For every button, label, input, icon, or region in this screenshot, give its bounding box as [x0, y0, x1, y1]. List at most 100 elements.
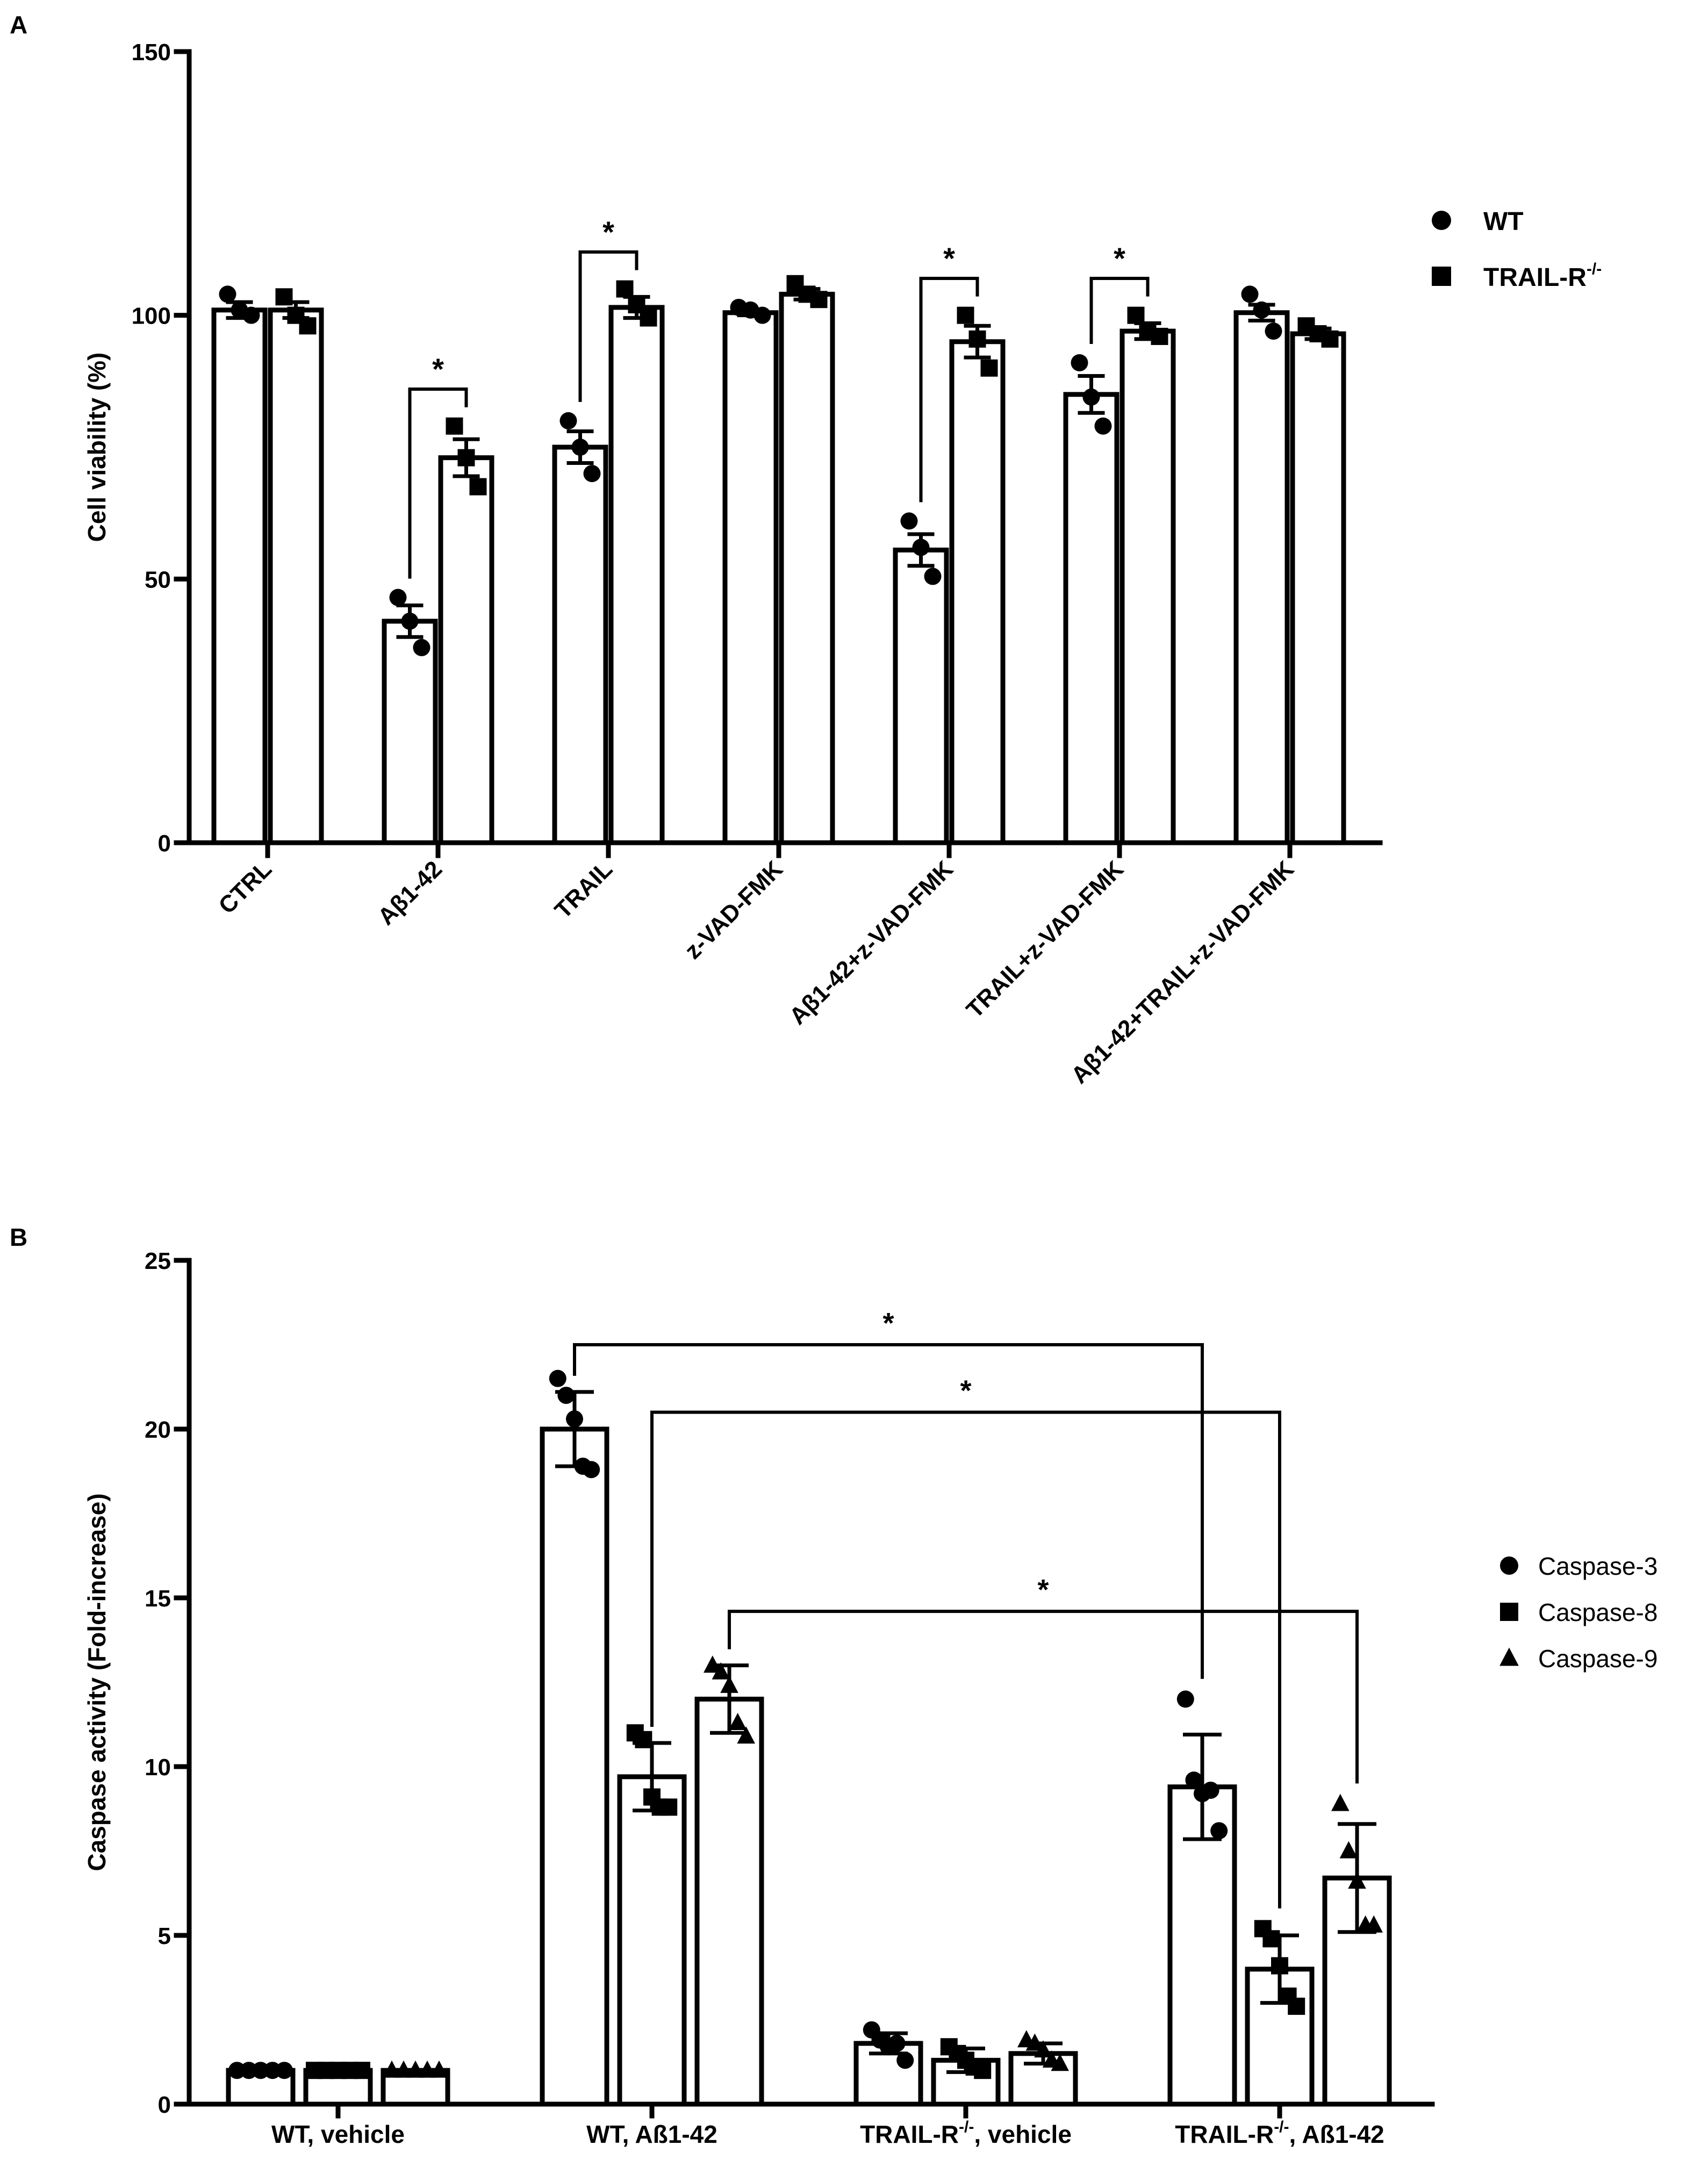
chart-a-bar-a-1-42-trail-r: [438, 455, 494, 845]
chart-a-x-tick-label-z-vad-fmk: z-VAD-FMK: [679, 856, 788, 964]
chart-a-significance-bracket-trail-z-vad-fmk: [1089, 276, 1150, 344]
chart-a-point-a-1-42-trail-r-1: [446, 417, 463, 435]
chart-b-point-trail-r-a-1-42-caspase-8-2: [1262, 1930, 1280, 1948]
chart-a-legend-marker-trail-r: [1432, 267, 1451, 286]
chart-b-y-axis-label: Caspase activity (Fold-increase): [83, 1493, 111, 1871]
chart-a-point-ctrl-wt-1: [219, 285, 236, 303]
chart-b-x-tick-label-suffix-trail-r-vehicle: , vehicle: [974, 2120, 1072, 2148]
chart-a-significance-star-trail: *: [602, 215, 614, 249]
chart-a-point-a-1-42-z-vad-fmk-trail-r-2: [968, 330, 986, 348]
chart-b-x-tick-label-trail-r-a-1-42: TRAIL-R-/-, Aß1-42: [1175, 2118, 1384, 2148]
chart-b-significance-star-caspase-8: *: [960, 1375, 971, 1407]
chart-b-legend-label-caspase-9: Caspase-9: [1538, 1645, 1657, 1673]
chart-a-bar-a-1-42-z-vad-fmk-trail-r: [949, 339, 1006, 845]
chart-b-point-wt-a-1-42-caspase-9-4: [728, 1712, 747, 1730]
chart-a-point-a-1-42-trail-r-3: [469, 478, 487, 496]
chart-b-point-wt-vehicle-caspase-3-1: [228, 2062, 246, 2079]
chart-a-y-tick-label-150: 150: [132, 39, 171, 66]
chart-b-significance-bracket-caspase-3: [573, 1343, 1204, 1679]
chart-a-point-trail-wt-2: [571, 439, 589, 456]
chart-b-point-wt-a-1-42-caspase-3-3: [566, 1410, 583, 1428]
chart-a-legend-label-sup-trail-r: -/-: [1587, 260, 1602, 278]
chart-a-point-trail-z-vad-fmk-wt-3: [1094, 417, 1112, 435]
chart-a-point-a-1-42-trail-z-vad-fmk-trail-r-3: [1321, 330, 1339, 348]
chart-b-legend-marker-caspase-8: [1500, 1603, 1518, 1621]
chart-a-bar-z-vad-fmk-trail-r: [779, 291, 835, 845]
chart-a-point-a-1-42-trail-z-vad-fmk-wt-2: [1253, 301, 1271, 319]
chart-a-point-a-1-42-trail-z-vad-fmk-wt-1: [1241, 285, 1259, 303]
chart-b-point-trail-r-a-1-42-caspase-3-4: [1202, 1781, 1219, 1799]
chart-b-point-wt-vehicle-caspase-9-5: [430, 2060, 448, 2078]
chart-a-significance-star-a-1-42: *: [432, 352, 444, 386]
chart-b-point-wt-vehicle-caspase-9-4: [418, 2060, 436, 2078]
chart-a-significance-bracket-a-1-42-z-vad-fmk: [919, 276, 979, 503]
chart-b-x-tick-label-wt-vehicle: WT, vehicle: [271, 2120, 405, 2148]
chart-b-point-wt-vehicle-caspase-3-4: [264, 2062, 281, 2079]
chart-b-point-trail-r-a-1-42-caspase-9-2: [1339, 1841, 1358, 1859]
chart-b-point-wt-a-1-42-caspase-9-3: [720, 1675, 738, 1693]
chart-a-point-trail-trail-r-1: [616, 280, 634, 298]
chart-b-point-trail-r-a-1-42-caspase-3-5: [1210, 1822, 1228, 1840]
chart-a-significance-star-a-1-42-z-vad-fmk: *: [943, 241, 955, 275]
chart-b-significance-bracket-caspase-8: [650, 1410, 1281, 1909]
chart-b-point-trail-r-a-1-42-caspase-9-5: [1365, 1915, 1383, 1933]
chart-b-x-tick-label-trail-r-vehicle: TRAIL-R-/-, vehicle: [860, 2118, 1072, 2148]
chart-a-bar-trail-trail-r: [608, 305, 665, 845]
chart-b-point-trail-r-vehicle-caspase-3-5: [896, 2051, 914, 2069]
chart-b-point-wt-a-1-42-caspase-3-5: [583, 1461, 600, 1479]
chart-b-point-wt-a-1-42-caspase-9-1: [704, 1655, 722, 1673]
chart-a-significance-bracket-trail: [578, 250, 638, 402]
chart-b-point-wt-a-1-42-caspase-3-1: [549, 1369, 566, 1387]
chart-a-y-tick-label-100: 100: [132, 303, 171, 329]
chart-a-y-tick-label-0: 0: [158, 830, 171, 857]
chart-a-bar-trail-z-vad-fmk-trail-r: [1119, 328, 1176, 845]
chart-a-point-trail-wt-3: [583, 465, 601, 483]
panel-a-label: A: [10, 11, 27, 39]
chart-a-point-trail-trail-r-3: [640, 309, 657, 327]
chart-b-bar-wt-a-1-42-caspase-8: [617, 1774, 687, 2107]
chart-b-x-tick-label-suffix-trail-r-a-1-42: , Aß1-42: [1289, 2120, 1384, 2148]
chart-a-point-ctrl-trail-r-1: [275, 288, 293, 306]
chart-b-point-trail-r-a-1-42-caspase-8-3: [1271, 1957, 1288, 1975]
chart-b-point-wt-a-1-42-caspase-9-5: [737, 1726, 755, 1744]
chart-b-point-wt-vehicle-caspase-9-2: [394, 2060, 413, 2078]
chart-b-significance-bracket-caspase-9: [728, 1610, 1359, 1784]
chart-a-x-tick-label-trail-z-vad-fmk: TRAIL+z-VAD-FMK: [961, 856, 1129, 1023]
chart-a-legend-marker-wt: [1432, 211, 1451, 230]
chart-b-x-tick-label-main-wt-vehicle: WT, vehicle: [271, 2120, 405, 2148]
chart-b-bar-wt-a-1-42-caspase-3: [540, 1426, 609, 2107]
chart-b-point-trail-r-a-1-42-caspase-3-2: [1185, 1771, 1203, 1789]
chart-b-x-tick-label-sup-trail-r-a-1-42: -/-: [1274, 2118, 1289, 2136]
chart-b-point-wt-vehicle-caspase-3-2: [240, 2062, 257, 2079]
chart-b-point-trail-r-vehicle-caspase-9-5: [1051, 2054, 1069, 2071]
chart-a-point-a-1-42-z-vad-fmk-wt-1: [900, 512, 918, 530]
chart-a-legend-label-trail-r: TRAIL-R-/-: [1483, 260, 1602, 292]
chart-b-point-trail-r-vehicle-caspase-3-4: [888, 2034, 906, 2052]
chart-b-point-wt-a-1-42-caspase-3-2: [557, 1387, 575, 1404]
chart-a-plot: Cell viability (%) 0 50 100 150 CTRL Aβ1-42 TRA…: [83, 39, 1602, 1089]
chart-b-point-wt-vehicle-caspase-3-3: [252, 2062, 269, 2079]
chart-a-point-a-1-42-wt-3: [413, 638, 430, 656]
chart-a-point-trail-wt-1: [559, 412, 577, 429]
chart-a-x-tick-label-a-1-42: Aβ1-42: [373, 856, 447, 930]
chart-b-x-tick-label-main-wt-a-1-42: WT, Aß1-42: [586, 2120, 717, 2148]
chart-a-point-ctrl-trail-r-3: [299, 317, 317, 335]
chart-a-bar-a-1-42-trail-z-vad-fmk-wt: [1233, 310, 1290, 845]
chart-b-point-trail-r-vehicle-caspase-9-3: [1034, 2040, 1052, 2058]
chart-b-y-tick-label-0: 0: [158, 2092, 171, 2118]
panel-b-label: B: [10, 1223, 27, 1251]
chart-b-point-trail-r-a-1-42-caspase-8-5: [1288, 1997, 1305, 2015]
chart-b-significance-star-caspase-9: *: [1037, 1574, 1049, 1606]
chart-a-bar-trail-z-vad-fmk-wt: [1063, 392, 1119, 845]
chart-a-point-trail-z-vad-fmk-wt-1: [1071, 354, 1088, 371]
chart-b-point-wt-a-1-42-caspase-8-5: [660, 1798, 678, 1816]
chart-a-point-a-1-42-trail-z-vad-fmk-wt-3: [1265, 322, 1282, 340]
chart-a-x-tick-label-a-1-42-z-vad-fmk: Aβ1-42+z-VAD-FMK: [784, 856, 958, 1030]
chart-a-significance-star-trail-z-vad-fmk: *: [1114, 241, 1125, 275]
chart-a-bar-ctrl-trail-r: [268, 307, 324, 845]
chart-a-point-z-vad-fmk-trail-r-3: [810, 291, 828, 309]
chart-b-point-trail-r-vehicle-caspase-9-2: [1025, 2033, 1044, 2051]
chart-a-y-axis-label: Cell viability (%): [83, 353, 111, 542]
chart-a-legend-label-wt: WT: [1483, 207, 1524, 236]
chart-a-point-a-1-42-wt-1: [389, 589, 407, 606]
